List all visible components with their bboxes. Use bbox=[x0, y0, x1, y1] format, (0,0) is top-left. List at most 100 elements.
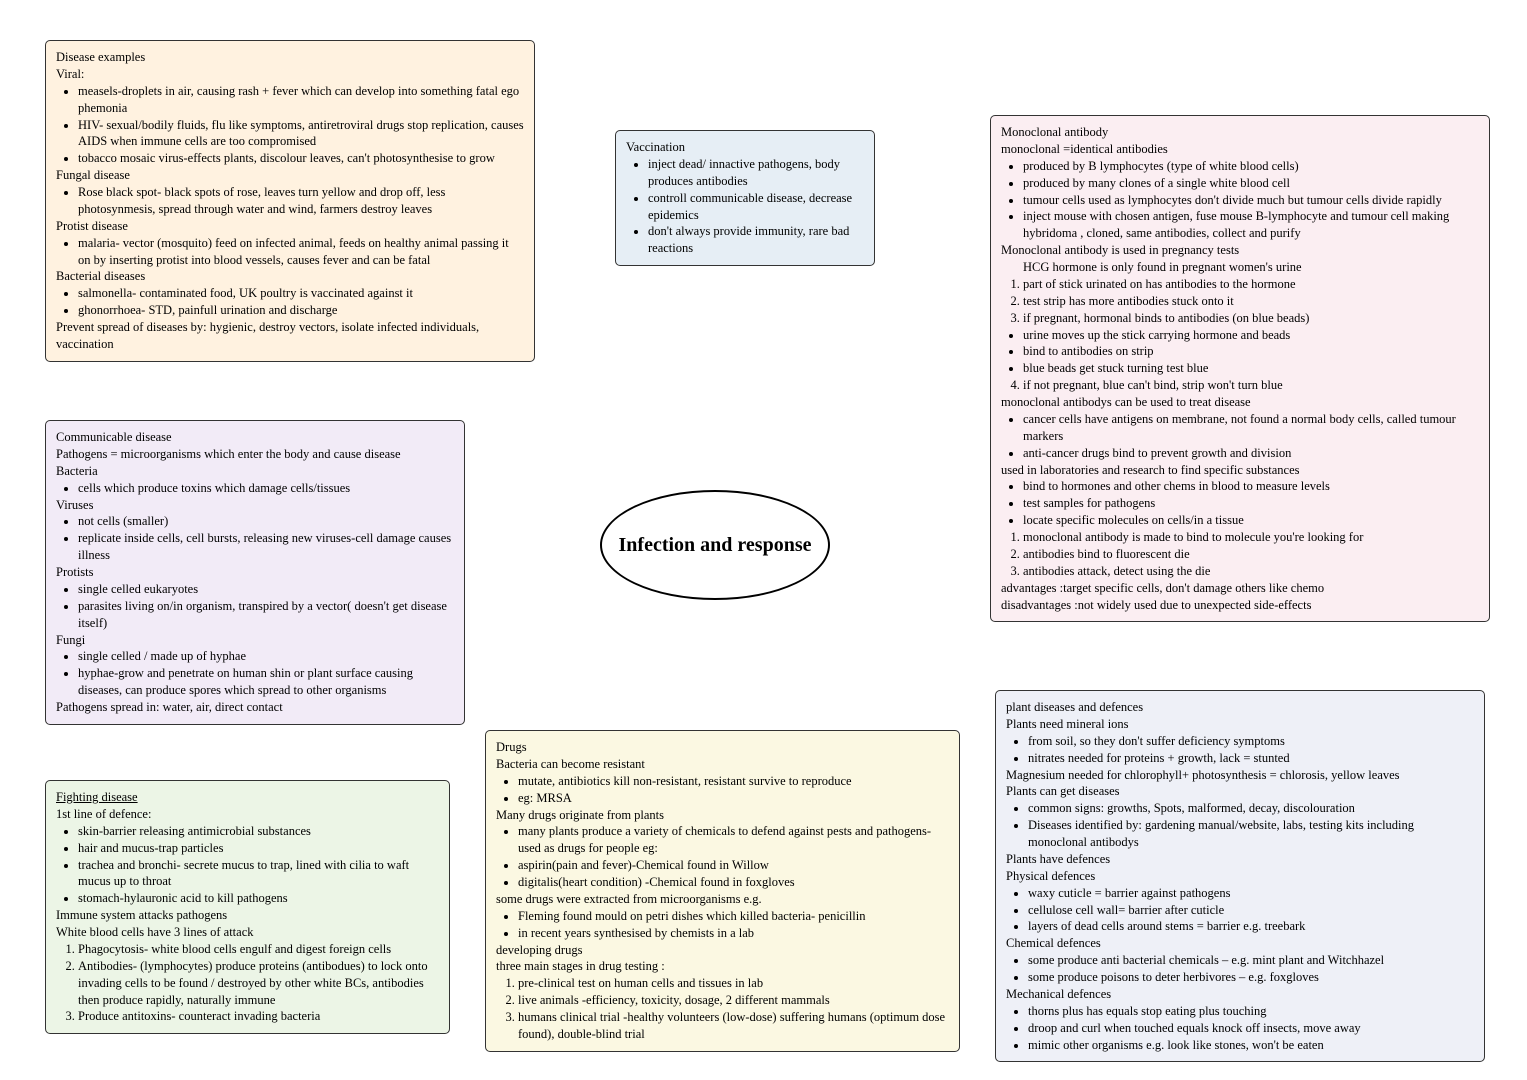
subhead: Fungi bbox=[56, 632, 454, 649]
item: nitrates needed for proteins + growth, l… bbox=[1028, 750, 1474, 767]
subhead: Viruses bbox=[56, 497, 454, 514]
item: hair and mucus-trap particles bbox=[78, 840, 439, 857]
item: HIV- sexual/bodily fluids, flu like symp… bbox=[78, 117, 524, 151]
line: three main stages in drug testing : bbox=[496, 958, 949, 975]
line: developing drugs bbox=[496, 942, 949, 959]
item: droop and curl when touched equals knock… bbox=[1028, 1020, 1474, 1037]
item: mutate, antibiotics kill non-resistant, … bbox=[518, 773, 949, 790]
item: stomach-hylauronic acid to kill pathogen… bbox=[78, 890, 439, 907]
item: anti-cancer drugs bind to prevent growth… bbox=[1023, 445, 1479, 462]
item: urine moves up the stick carrying hormon… bbox=[1023, 327, 1479, 344]
subhead-viral: Viral: bbox=[56, 66, 524, 83]
item: humans clinical trial -healthy volunteer… bbox=[518, 1009, 949, 1043]
title: Disease examples bbox=[56, 49, 524, 66]
item: monoclonal antibody is made to bind to m… bbox=[1023, 529, 1479, 546]
item: cancer cells have antigens on membrane, … bbox=[1023, 411, 1479, 445]
item: thorns plus has equals stop eating plus … bbox=[1028, 1003, 1474, 1020]
line: Plants need mineral ions bbox=[1006, 716, 1474, 733]
item: antibodies attack, detect using the die bbox=[1023, 563, 1479, 580]
line: monoclonal =identical antibodies bbox=[1001, 141, 1479, 158]
item: produced by many clones of a single whit… bbox=[1023, 175, 1479, 192]
item: skin-barrier releasing antimicrobial sub… bbox=[78, 823, 439, 840]
title: Monoclonal antibody bbox=[1001, 124, 1479, 141]
item: part of stick urinated on has antibodies… bbox=[1023, 276, 1479, 293]
line: White blood cells have 3 lines of attack bbox=[56, 924, 439, 941]
box-plant: plant diseases and defences Plants need … bbox=[995, 690, 1485, 1062]
item: if pregnant, hormonal binds to antibodie… bbox=[1023, 310, 1479, 327]
box-fighting: Fighting disease 1st line of defence: sk… bbox=[45, 780, 450, 1034]
item: digitalis(heart condition) -Chemical fou… bbox=[518, 874, 949, 891]
item: mimic other organisms e.g. look like sto… bbox=[1028, 1037, 1474, 1054]
item: locate specific molecules on cells/in a … bbox=[1023, 512, 1479, 529]
line: disadvantages :not widely used due to un… bbox=[1001, 597, 1479, 614]
item: some produce anti bacterial chemicals – … bbox=[1028, 952, 1474, 969]
item: test strip has more antibodies stuck ont… bbox=[1023, 293, 1479, 310]
subhead-protist: Protist disease bbox=[56, 218, 524, 235]
item: single celled eukaryotes bbox=[78, 581, 454, 598]
item: Diseases identified by: gardening manual… bbox=[1028, 817, 1474, 851]
item: test samples for pathogens bbox=[1023, 495, 1479, 512]
item: inject mouse with chosen antigen, fuse m… bbox=[1023, 208, 1479, 242]
subhead-bacterial: Bacterial diseases bbox=[56, 268, 524, 285]
item: cells which produce toxins which damage … bbox=[78, 480, 454, 497]
subhead: Protists bbox=[56, 564, 454, 581]
title: Drugs bbox=[496, 739, 949, 756]
item: aspirin(pain and fever)-Chemical found i… bbox=[518, 857, 949, 874]
item: cellulose cell wall= barrier after cutic… bbox=[1028, 902, 1474, 919]
item: Antibodies- (lymphocytes) produce protei… bbox=[78, 958, 439, 1009]
footer-text: Prevent spread of diseases by: hygienic,… bbox=[56, 319, 524, 353]
line: Many drugs originate from plants bbox=[496, 807, 949, 824]
subhead-fungal: Fungal disease bbox=[56, 167, 524, 184]
box-drugs: Drugs Bacteria can become resistant muta… bbox=[485, 730, 960, 1052]
item: Produce antitoxins- counteract invading … bbox=[78, 1008, 439, 1025]
item: waxy cuticle = barrier against pathogens bbox=[1028, 885, 1474, 902]
item: tobacco mosaic virus-effects plants, dis… bbox=[78, 150, 524, 167]
item: many plants produce a variety of chemica… bbox=[518, 823, 949, 857]
item: inject dead/ innactive pathogens, body p… bbox=[648, 156, 864, 190]
footer-text: Pathogens spread in: water, air, direct … bbox=[56, 699, 454, 716]
center-title: Infection and response bbox=[600, 490, 830, 600]
item: hyphae-grow and penetrate on human shin … bbox=[78, 665, 454, 699]
item: trachea and bronchi- secrete mucus to tr… bbox=[78, 857, 439, 891]
box-monoclonal: Monoclonal antibody monoclonal =identica… bbox=[990, 115, 1490, 622]
item: common signs: growths, Spots, malformed,… bbox=[1028, 800, 1474, 817]
line: Magnesium needed for chlorophyll+ photos… bbox=[1006, 767, 1474, 784]
line: Plants can get diseases bbox=[1006, 783, 1474, 800]
item: pre-clinical test on human cells and tis… bbox=[518, 975, 949, 992]
line: 1st line of defence: bbox=[56, 806, 439, 823]
item: Rose black spot- black spots of rose, le… bbox=[78, 184, 524, 218]
line: advantages :target specific cells, don't… bbox=[1001, 580, 1479, 597]
item: in recent years synthesised by chemists … bbox=[518, 925, 949, 942]
item: bind to antibodies on strip bbox=[1023, 343, 1479, 360]
item: live animals -efficiency, toxicity, dosa… bbox=[518, 992, 949, 1009]
item: controll communicable disease, decrease … bbox=[648, 190, 864, 224]
item: eg: MRSA bbox=[518, 790, 949, 807]
line: Plants have defences bbox=[1006, 851, 1474, 868]
box-disease-examples: Disease examples Viral: measels-droplets… bbox=[45, 40, 535, 362]
item: bind to hormones and other chems in bloo… bbox=[1023, 478, 1479, 495]
line: Immune system attacks pathogens bbox=[56, 907, 439, 924]
item: malaria- vector (mosquito) feed on infec… bbox=[78, 235, 524, 269]
item: replicate inside cells, cell bursts, rel… bbox=[78, 530, 454, 564]
title: Communicable disease bbox=[56, 429, 454, 446]
line: some drugs were extracted from microorga… bbox=[496, 891, 949, 908]
item: tumour cells used as lymphocytes don't d… bbox=[1023, 192, 1479, 209]
item: some produce poisons to deter herbivores… bbox=[1028, 969, 1474, 986]
subhead: Bacteria bbox=[56, 463, 454, 480]
line: Physical defences bbox=[1006, 868, 1474, 885]
item: Fleming found mould on petri dishes whic… bbox=[518, 908, 949, 925]
center-title-text: Infection and response bbox=[619, 532, 812, 559]
line: Mechanical defences bbox=[1006, 986, 1474, 1003]
item: antibodies bind to fluorescent die bbox=[1023, 546, 1479, 563]
item: Phagocytosis- white blood cells engulf a… bbox=[78, 941, 439, 958]
line: Chemical defences bbox=[1006, 935, 1474, 952]
item: measels-droplets in air, causing rash + … bbox=[78, 83, 524, 117]
item: don't always provide immunity, rare bad … bbox=[648, 223, 864, 257]
item: ghonorrhoea- STD, painfull urination and… bbox=[78, 302, 524, 319]
line: monoclonal antibodys can be used to trea… bbox=[1001, 394, 1479, 411]
title: Fighting disease bbox=[56, 789, 439, 806]
box-communicable: Communicable disease Pathogens = microor… bbox=[45, 420, 465, 725]
title: plant diseases and defences bbox=[1006, 699, 1474, 716]
title: Vaccination bbox=[626, 139, 864, 156]
item: from soil, so they don't suffer deficien… bbox=[1028, 733, 1474, 750]
